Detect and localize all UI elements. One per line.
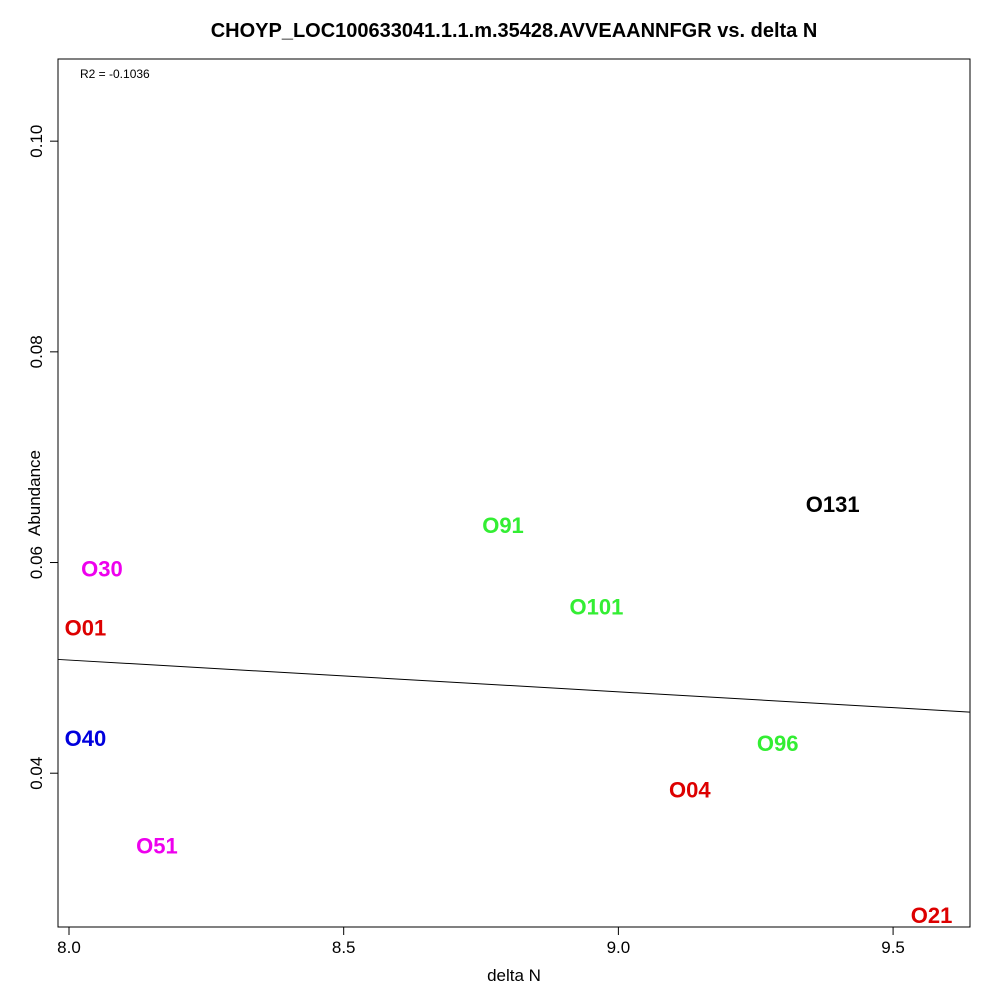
- point-label: O30: [81, 556, 123, 581]
- x-tick-label: 8.0: [57, 938, 81, 957]
- point-label: O131: [806, 492, 860, 517]
- plot-frame: [57, 58, 971, 928]
- point-label: O21: [911, 903, 953, 928]
- y-tick-label: 0.04: [27, 757, 46, 790]
- x-tick-label: 9.5: [881, 938, 905, 957]
- y-tick-label: 0.10: [27, 125, 46, 158]
- point-label: O96: [757, 731, 799, 756]
- y-axis-label: Abundance: [25, 450, 44, 536]
- point-label: O01: [65, 615, 107, 640]
- point-label: O51: [136, 833, 178, 858]
- point-label: O04: [669, 778, 711, 803]
- y-axis: 0.04 0.06 0.08 0.10: [27, 125, 58, 790]
- point-label: O40: [65, 726, 107, 751]
- point-labels-layer: O30 O01 O40 O51 O91 O101 O04 O96 O131 O21: [65, 492, 953, 928]
- point-label: O91: [482, 513, 524, 538]
- x-axis-label: delta N: [487, 966, 541, 985]
- x-axis: 8.0 8.5 9.0 9.5: [57, 927, 905, 957]
- chart-title: CHOYP_LOC100633041.1.1.m.35428.AVVEAANNF…: [211, 20, 818, 42]
- fit-line-layer: [57, 658, 971, 713]
- regression-line: [57, 658, 971, 713]
- y-tick-label: 0.08: [27, 335, 46, 368]
- y-tick-label: 0.06: [27, 546, 46, 579]
- r2-annotation: R2 = -0.1036: [80, 67, 150, 81]
- x-tick-label: 8.5: [332, 938, 356, 957]
- x-tick-label: 9.0: [607, 938, 631, 957]
- point-label: O101: [569, 594, 623, 619]
